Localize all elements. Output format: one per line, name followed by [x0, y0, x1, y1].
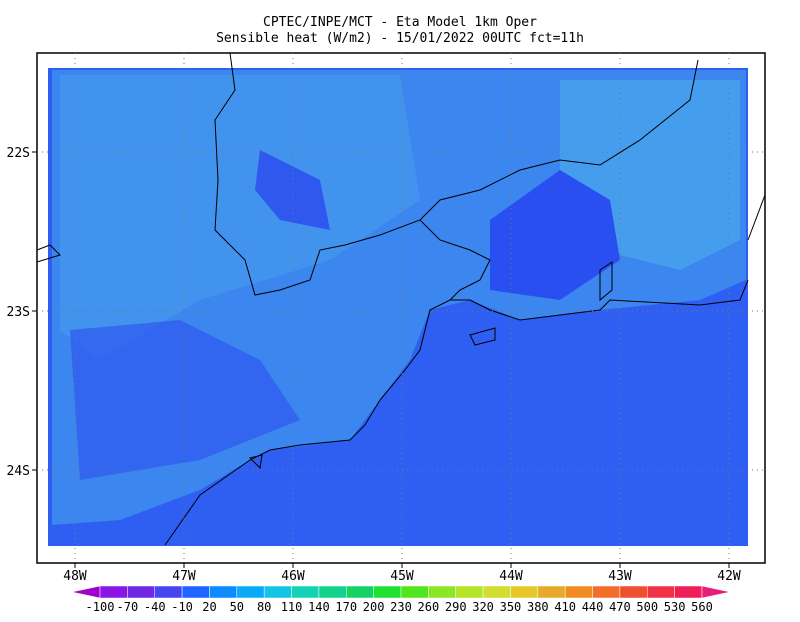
field-patch	[490, 170, 620, 300]
field-patch	[60, 75, 420, 360]
colorbar-label: 260	[418, 600, 440, 614]
colorbar-label: 80	[257, 600, 271, 614]
border-fragment	[36, 244, 61, 263]
colorbar-label: 170	[335, 600, 357, 614]
lat-label: 24S	[7, 464, 30, 479]
island	[599, 261, 613, 302]
lon-label: 43W	[608, 569, 632, 584]
colorbar-segment	[564, 585, 593, 599]
colorbar-segment	[619, 585, 648, 599]
colorbar-segment	[537, 585, 566, 599]
colorbar-label: 560	[691, 600, 713, 614]
colorbar-segment	[647, 585, 675, 599]
island	[249, 454, 263, 470]
title: CPTEC/INPE/MCT - Eta Model 1km Oper	[263, 15, 537, 30]
colorbar-segment	[592, 585, 621, 599]
subtitle: Sensible heat (W/m2) - 15/01/2022 00UTC …	[216, 31, 584, 46]
lon-label: 48W	[63, 569, 87, 584]
colorbar-label: 20	[202, 600, 216, 614]
state-border	[419, 219, 491, 301]
lon-label: 42W	[717, 569, 741, 584]
colorbar-segment	[263, 585, 292, 599]
colorbar-segment	[318, 585, 347, 599]
colorbar-segment	[181, 585, 210, 599]
colorbar-label: 140	[308, 600, 330, 614]
border-fragment	[747, 194, 766, 241]
colorbar-segment	[674, 585, 703, 599]
colorbar-segment	[482, 585, 511, 599]
colorbar-label: 50	[230, 600, 244, 614]
field-patch	[255, 150, 330, 230]
colorbar-arrow	[701, 585, 731, 599]
colorbar-segment	[236, 585, 265, 599]
colorbar-label: 440	[582, 600, 604, 614]
colorbar-label: 530	[664, 600, 686, 614]
colorbar-segment	[428, 585, 456, 599]
field-patch	[70, 320, 300, 480]
colorbar-segment	[400, 585, 429, 599]
colorbar-label: 200	[363, 600, 385, 614]
colorbar-segment	[291, 585, 320, 599]
colorbar-label: -10	[171, 600, 193, 614]
colorbar-label: -100	[86, 600, 115, 614]
colorbar-segment	[154, 585, 183, 599]
coastline	[164, 279, 749, 546]
colorbar-segment	[209, 585, 238, 599]
lon-label: 44W	[499, 569, 523, 584]
colorbar-segment	[455, 585, 484, 599]
lat-label: 22S	[7, 146, 30, 161]
map	[36, 52, 766, 564]
lon-label: 45W	[390, 569, 414, 584]
colorbar-label: -70	[117, 600, 139, 614]
colorbar-label: 470	[609, 600, 631, 614]
colorbar-label: 380	[527, 600, 549, 614]
colorbar-arrow	[71, 585, 101, 599]
lon-label: 47W	[172, 569, 196, 584]
colorbar-label: 500	[636, 600, 658, 614]
state-border	[214, 52, 699, 296]
colorbar-label: 230	[390, 600, 412, 614]
colorbar-label: 320	[472, 600, 494, 614]
colorbar-label: -40	[144, 600, 166, 614]
colorbar-label: 410	[554, 600, 576, 614]
colorbar: -100 -70 -40 -10 20 50 80 110 140 170 200 230 260 290…	[71, 585, 731, 614]
island	[469, 327, 496, 346]
colorbar-segment	[127, 585, 155, 599]
colorbar-segment	[99, 585, 128, 599]
colorbar-label: 110	[281, 600, 303, 614]
lat-label: 23S	[7, 305, 30, 320]
axes: 48W 47W 46W 45W 44W 43W 42W 22S 23S 24S	[7, 53, 765, 584]
colorbar-segment	[510, 585, 539, 599]
colorbar-segment	[373, 585, 402, 599]
colorbar-label: 350	[500, 600, 522, 614]
colorbar-segment	[346, 585, 374, 599]
colorbar-label: 290	[445, 600, 467, 614]
lon-label: 46W	[281, 569, 305, 584]
